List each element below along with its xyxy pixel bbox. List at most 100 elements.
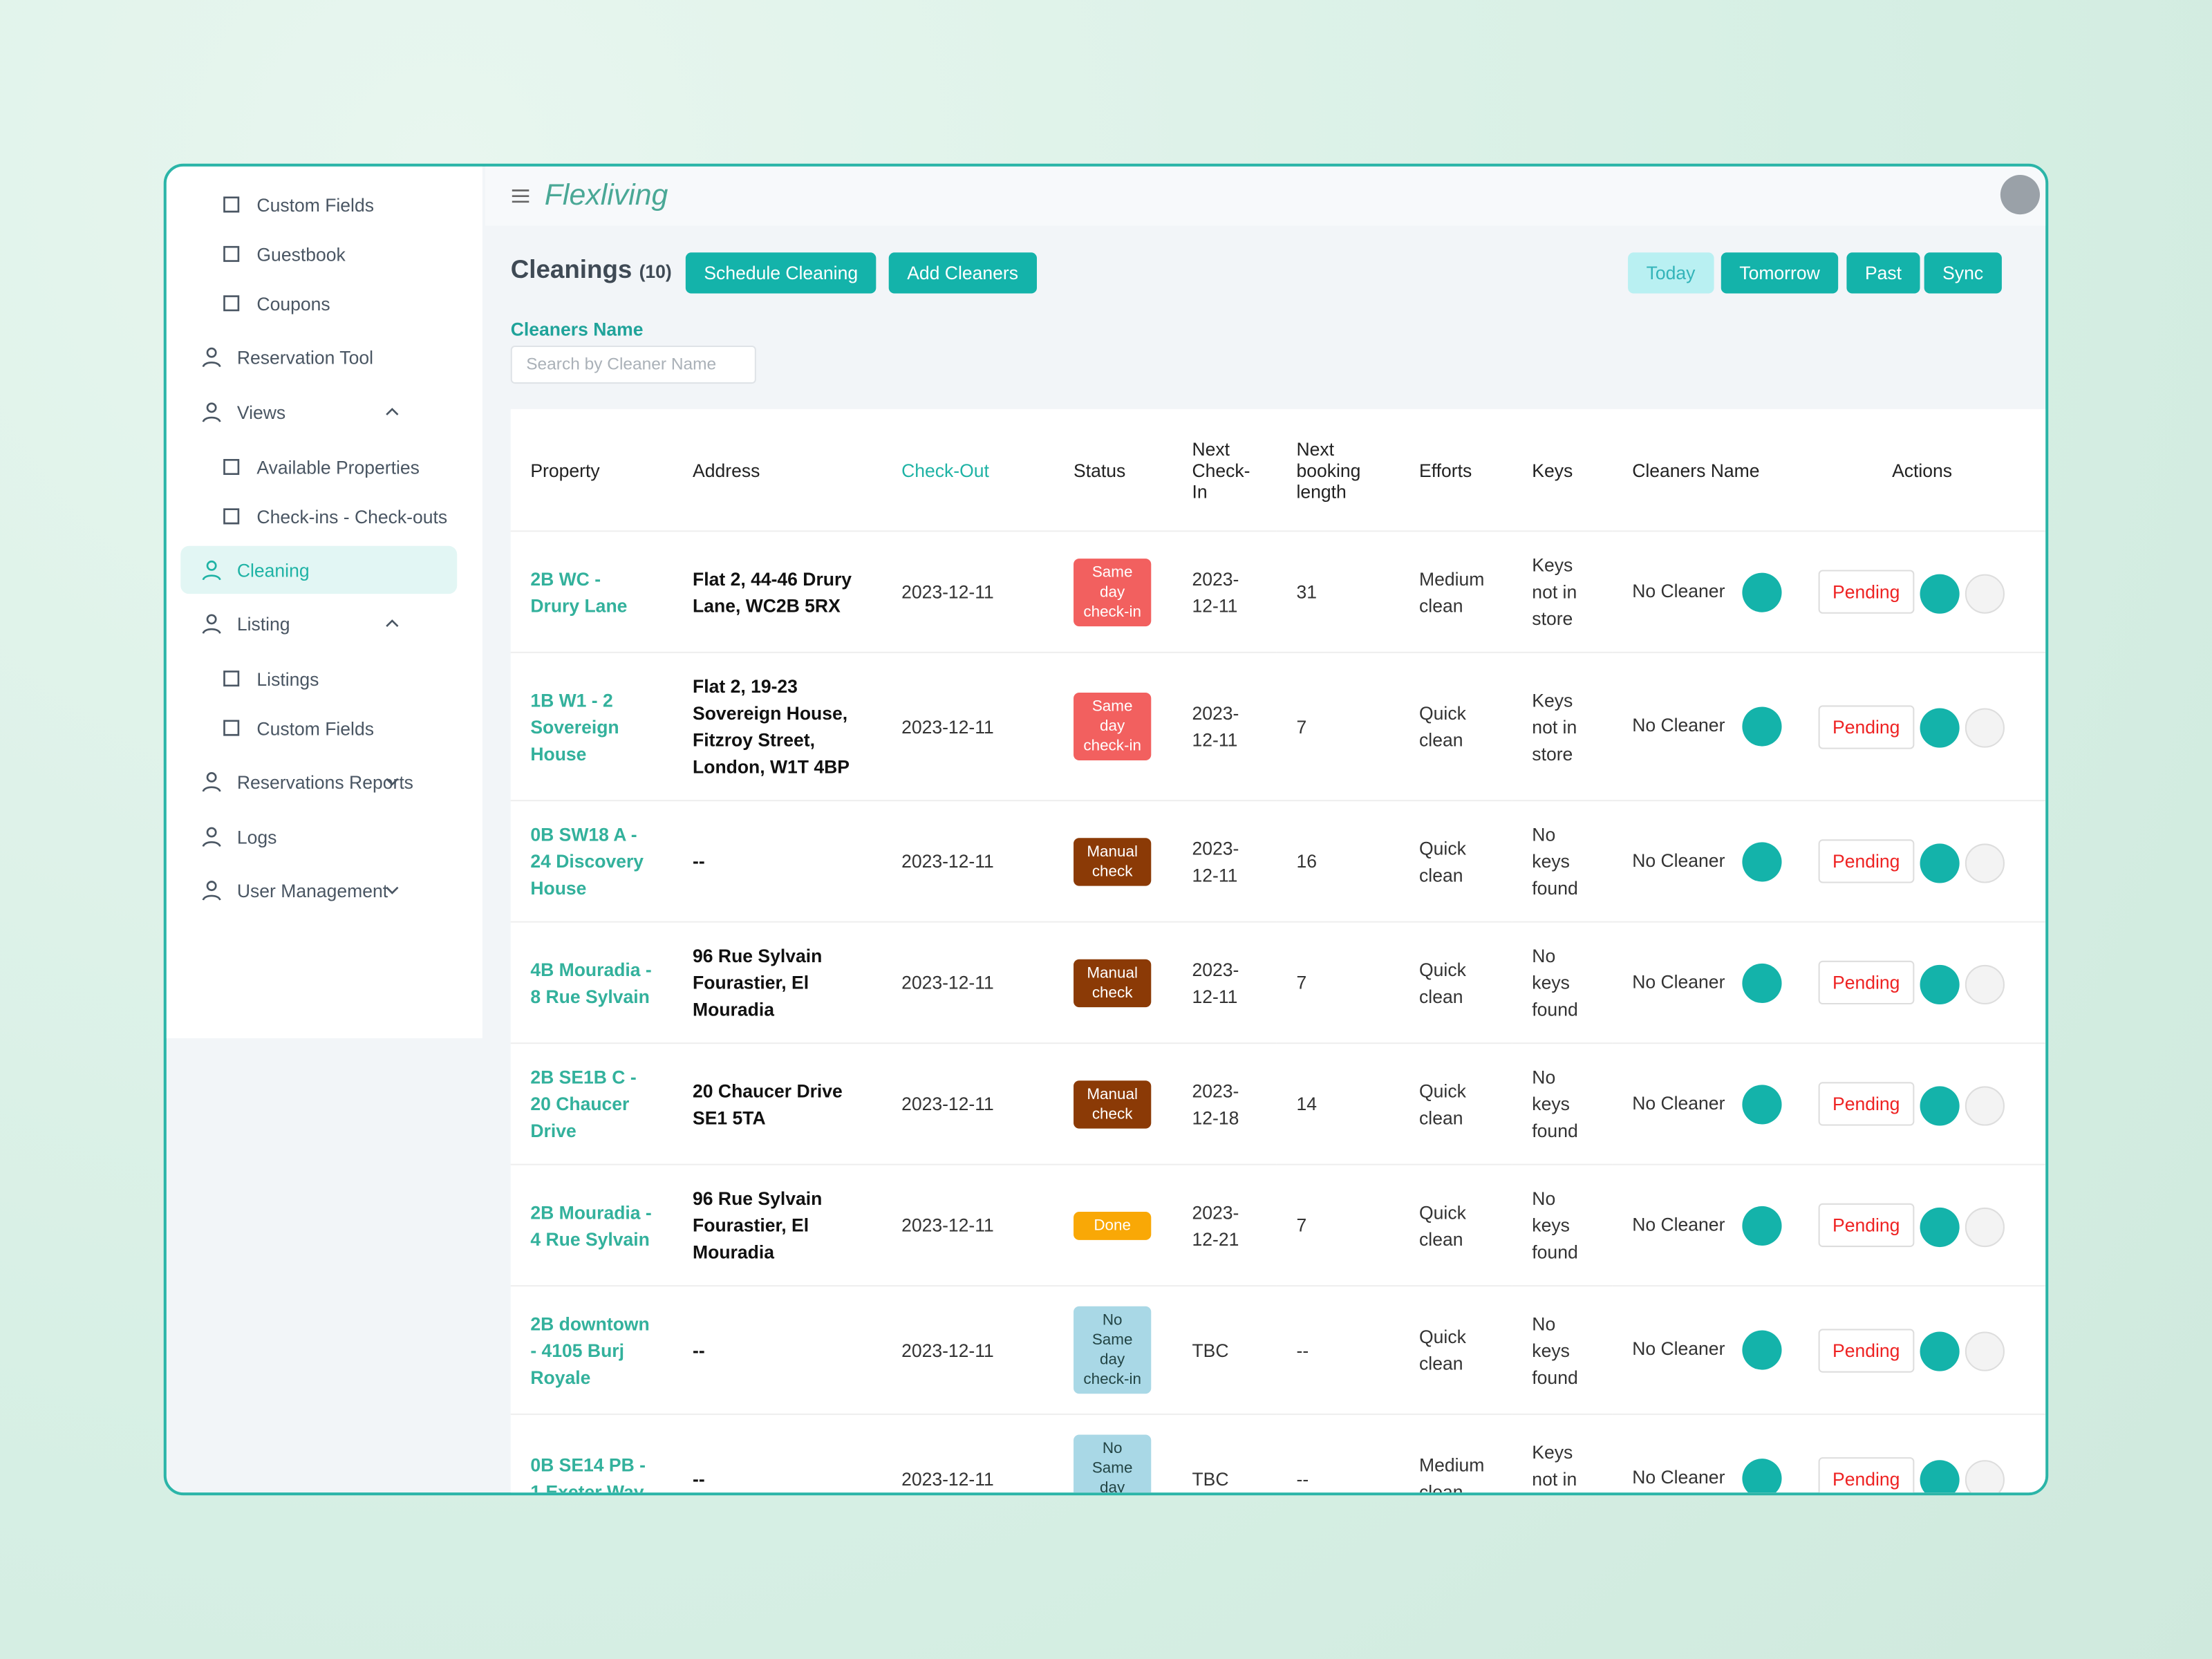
property[interactable]: 2B Mouradia - 4 Rue Sylvain (510, 1164, 673, 1287)
nav-item[interactable]: Listing (167, 599, 460, 647)
comment-button[interactable] (1965, 1085, 2005, 1125)
edit-cleaner[interactable] (1741, 841, 1782, 881)
keys: No keys found (1512, 800, 1613, 923)
cleaner-name: No Cleaner (1632, 849, 1725, 871)
edit-button[interactable] (1919, 1331, 1960, 1371)
property[interactable]: 2B WC - Drury Lane (510, 531, 673, 653)
address: -- (673, 800, 882, 923)
nav-item[interactable]: Logs (167, 813, 460, 861)
nav-item[interactable]: Views (167, 388, 460, 435)
state-select[interactable]: Pending (1818, 960, 1914, 1005)
edit-cleaner[interactable] (1741, 1459, 1782, 1493)
edit-cleaner[interactable] (1741, 962, 1782, 1002)
property[interactable]: 0B SE14 PB - 1 Exeter Way (510, 1414, 673, 1493)
nav-item[interactable]: Check-ins - Check-outs (167, 492, 460, 540)
date-filter[interactable]: Sync (1924, 252, 2002, 294)
nav-label: User Management (236, 879, 388, 901)
nav-item[interactable]: Reservations Reports (167, 758, 460, 805)
state-select[interactable]: Pending (1818, 1203, 1914, 1248)
next-check-in: TBC (1172, 1414, 1277, 1493)
nav-label: Reservation Tool (236, 346, 373, 368)
next-check-in: 2023-12-11 (1172, 531, 1277, 653)
table-row: 2B SE1B C - 20 Chaucer Drive 20 Chaucer D… (510, 1043, 2046, 1165)
count: (10) (639, 261, 672, 283)
keys: No keys found (1512, 1043, 1613, 1165)
edit-button[interactable] (1919, 1085, 1960, 1125)
edit-cleaner[interactable] (1741, 572, 1782, 612)
state-select[interactable]: Pending (1818, 1082, 1914, 1126)
nav-item[interactable]: Available Properties (167, 443, 460, 491)
actions-cell: Pending (1799, 921, 2046, 1044)
edit-button[interactable] (1919, 1460, 1960, 1493)
cleaner-cell: No Cleaner (1612, 921, 1799, 1044)
property[interactable]: 4B Mouradia - 8 Rue Sylvain (510, 921, 673, 1044)
column-header[interactable]: Check-Out (881, 409, 1054, 532)
edit-cleaner[interactable] (1741, 1084, 1782, 1124)
actions-cell: Pending (1799, 531, 2046, 653)
address: 96 Rue Sylvain Fourastier, El Mouradia (673, 921, 882, 1044)
keys: Keys not in store (1512, 531, 1613, 653)
keys: No keys found (1512, 921, 1613, 1044)
next-check-in: 2023-12-18 (1172, 1043, 1277, 1165)
address: -- (673, 1414, 882, 1493)
comment-button[interactable] (1965, 1460, 2005, 1493)
actions-cell: Pending (1799, 1043, 2046, 1165)
nav-item[interactable]: Guestbook (167, 230, 460, 278)
icon (386, 407, 399, 415)
nav-item[interactable]: Cleaning (180, 545, 458, 594)
date-filter[interactable]: Today (1628, 252, 1714, 294)
nav-item[interactable]: Listings (167, 655, 460, 702)
state-select[interactable]: Pending (1818, 1328, 1914, 1372)
column-header: Cleaners Name (1612, 409, 1799, 532)
nav-item[interactable]: User Management (167, 866, 460, 914)
property[interactable]: 1B W1 - 2 Sovereign House (510, 652, 673, 802)
icon (223, 508, 240, 525)
comment-button[interactable] (1965, 1207, 2005, 1247)
status-cell: Same day check-in (1053, 652, 1172, 802)
edit-cleaner[interactable] (1741, 1205, 1782, 1246)
nav-item[interactable]: Custom Fields (167, 704, 460, 751)
action-button[interactable]: Schedule Cleaning (685, 252, 877, 294)
status-badge: Manual check (1074, 1080, 1152, 1128)
status-badge: Manual check (1074, 837, 1152, 885)
edit-button[interactable] (1919, 964, 1960, 1004)
cleaner-name: No Cleaner (1632, 970, 1725, 992)
edit-cleaner[interactable] (1741, 1330, 1782, 1370)
icon (223, 720, 240, 736)
table: Property Address Check-Out Status Next Check… (510, 409, 2046, 1493)
check-out: 2023-12-11 (881, 1043, 1054, 1165)
edit-button[interactable] (1919, 843, 1960, 883)
efforts: Quick clean (1399, 652, 1512, 802)
edit-button[interactable] (1919, 1207, 1960, 1247)
date-filter[interactable]: Tomorrow (1721, 252, 1839, 294)
edit-cleaner[interactable] (1741, 706, 1782, 747)
state-select[interactable]: Pending (1818, 839, 1914, 883)
property[interactable]: 2B downtown - 4105 Burj Royale (510, 1286, 673, 1415)
comment-button[interactable] (1965, 843, 2005, 883)
cleaner-name: No Cleaner (1632, 1091, 1725, 1114)
comment-button[interactable] (1965, 1331, 2005, 1371)
status-badge: Done (1074, 1212, 1152, 1240)
menu-icon[interactable] (511, 187, 531, 204)
check-out: 2023-12-11 (881, 1414, 1054, 1493)
search-input[interactable]: Search by Cleaner Name (510, 345, 756, 384)
property[interactable]: 2B SE1B C - 20 Chaucer Drive (510, 1043, 673, 1165)
state-select[interactable]: Pending (1818, 1456, 1914, 1493)
comment-button[interactable] (1965, 708, 2005, 748)
edit-button[interactable] (1919, 573, 1960, 613)
property[interactable]: 0B SW18 A - 24 Discovery House (510, 800, 673, 923)
keys: Keys not in store (1512, 652, 1613, 802)
check-out: 2023-12-11 (881, 652, 1054, 802)
nav-item[interactable]: Coupons (167, 279, 460, 327)
state-select[interactable]: Pending (1818, 704, 1914, 749)
nav-item[interactable]: Reservation Tool (167, 333, 460, 381)
state-select[interactable]: Pending (1818, 570, 1914, 614)
date-filter[interactable]: Past (1846, 252, 1920, 294)
status-cell: Same day check-in (1053, 531, 1172, 653)
comment-button[interactable] (1965, 964, 2005, 1004)
avatar[interactable] (2000, 175, 2040, 215)
nav-item[interactable]: Custom Fields (167, 180, 460, 228)
action-button[interactable]: Add Cleaners (888, 252, 1037, 294)
comment-button[interactable] (1965, 573, 2005, 613)
edit-button[interactable] (1919, 708, 1960, 748)
